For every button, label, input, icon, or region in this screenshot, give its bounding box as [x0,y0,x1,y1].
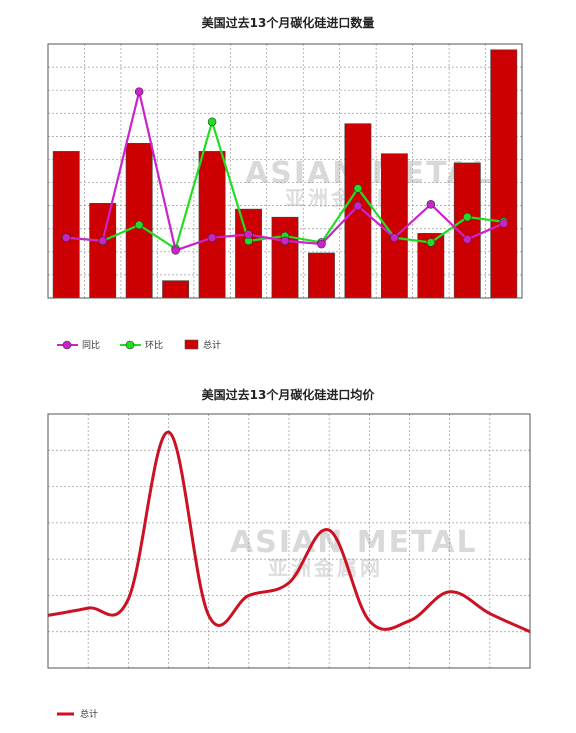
chart1-point-yoy [171,246,180,255]
chart2-axes [47,413,531,669]
chart2-lines [47,430,531,634]
legend-total-label: 总计 [203,339,221,351]
legend-avgprice-label: 总计 [80,708,98,720]
legend-yoy-marker [62,340,72,350]
chart1-bar-202404 [162,280,190,299]
chart1-bar-202401 [52,151,80,299]
chart1-axes [47,43,523,299]
chart1-point-yoy [499,219,509,228]
chart2-title: 美国过去13个月碳化硅进口均价 [202,387,376,402]
chart1-plot-frame [47,43,523,299]
chart1-point-yoy [244,230,253,239]
chart1-point-yoy [207,233,217,242]
chart2-series-line-total [47,430,531,634]
chart1-bar-202405 [198,151,226,299]
chart1-point-yoy [98,236,107,246]
chart2-plot-frame [47,413,531,669]
chart1-point-yoy [353,201,363,211]
chart1-bar-202406 [235,208,262,299]
chart1-bar-202403 [125,142,153,299]
legend-mom-label: 环比 [145,339,163,351]
chart1-point-mom [134,220,144,230]
chart1-bar-202407 [271,216,299,299]
chart1-bar-202501 [490,49,518,299]
legend-total-swatch [184,339,199,350]
chart1-point-yoy [390,233,399,242]
chart1-watermark-cn: 亚洲金属网 [285,186,400,210]
chart1-point-yoy [463,234,472,244]
chart1-point-yoy [134,87,144,96]
chart2-watermark: ASIAN METAL 亚洲金属网 [230,525,478,580]
chart1-point-mom [426,238,436,247]
legend-yoy-label: 同比 [82,339,100,351]
chart1-legend: 同比 环比 总计 [57,339,221,351]
chart1-bar-202402 [89,203,117,299]
chart1-point-mom [463,212,472,222]
chart1-point-yoy [317,239,326,249]
chart2-watermark-cn: 亚洲金属网 [268,556,383,580]
chart2-watermark-en: ASIAN METAL [230,525,478,560]
chart1-title: 美国过去13个月碳化硅进口数量 [202,15,375,30]
chart1-point-mom [207,117,217,127]
legend-mom-marker [125,340,135,350]
chart1-point-yoy [426,200,436,209]
chart2-legend: 总计 [57,708,98,720]
chart1-lines [61,87,509,255]
chart1-point-mom [353,184,363,193]
chart1-bar-202409 [344,123,372,299]
chart1-point-yoy [280,236,290,246]
chart1-point-yoy [61,233,71,242]
chart1-bar-202408 [308,252,335,299]
